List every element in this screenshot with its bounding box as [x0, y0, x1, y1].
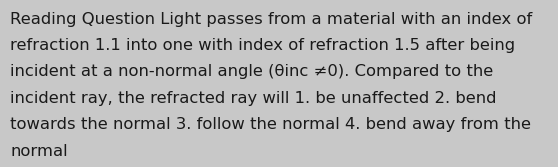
Text: incident ray, the refracted ray will 1. be unaffected 2. bend: incident ray, the refracted ray will 1. … — [10, 91, 497, 106]
Text: normal: normal — [10, 144, 68, 159]
Text: incident at a non-normal angle (θinc ≠0). Compared to the: incident at a non-normal angle (θinc ≠0)… — [10, 64, 493, 79]
Text: refraction 1.1 into one with index of refraction 1.5 after being: refraction 1.1 into one with index of re… — [10, 38, 515, 53]
Text: Reading Question Light passes from a material with an index of: Reading Question Light passes from a mat… — [10, 12, 532, 27]
Text: towards the normal 3. follow the normal 4. bend away from the: towards the normal 3. follow the normal … — [10, 117, 531, 132]
